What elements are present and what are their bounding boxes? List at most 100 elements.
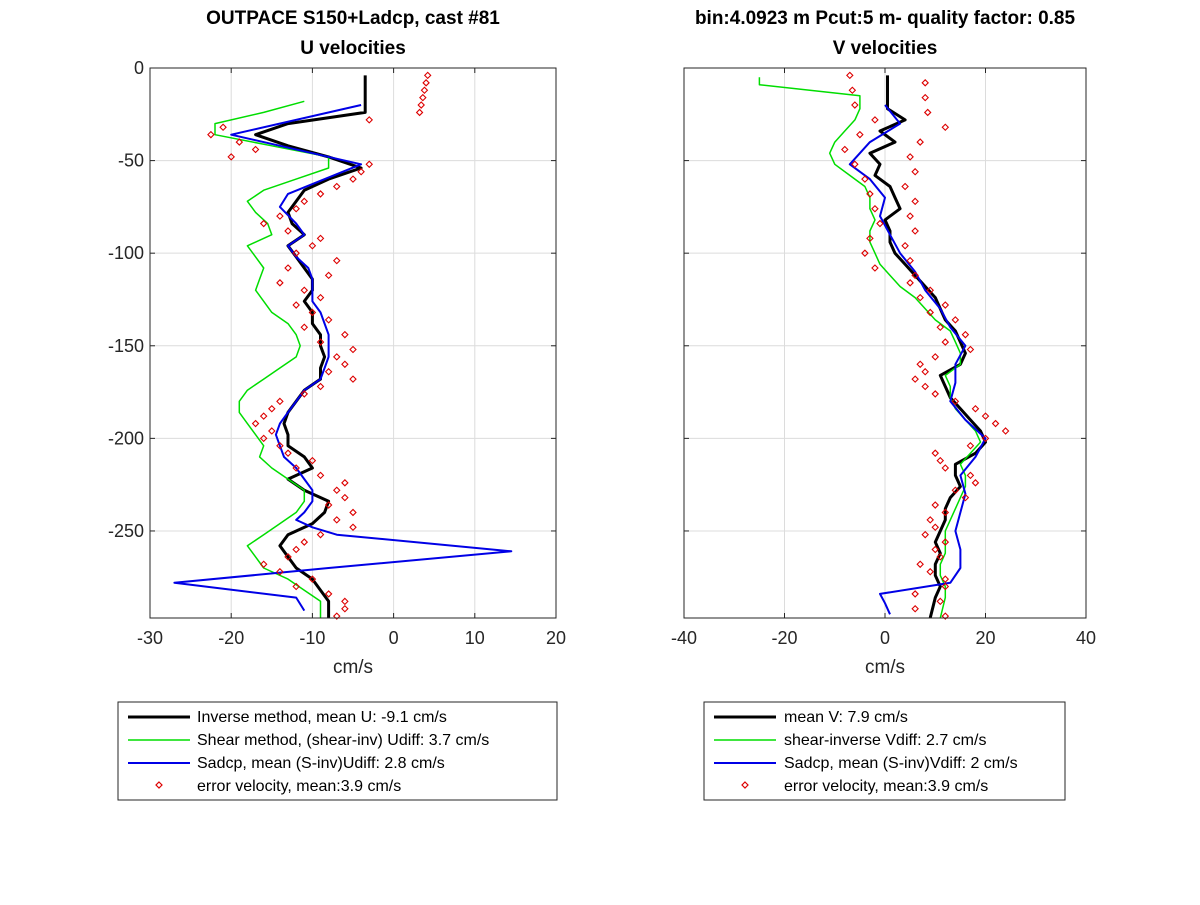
u-error-marker xyxy=(292,464,300,472)
u-error-marker xyxy=(316,190,325,198)
v-error-marker xyxy=(941,612,950,620)
u-error-marker xyxy=(268,427,276,435)
u-error-marker xyxy=(284,553,292,561)
u-error-marker xyxy=(259,412,268,420)
v-error-marker xyxy=(921,382,929,391)
u-legend-label-shear: Shear method, (shear-inv) Udiff: 3.7 cm/… xyxy=(197,732,489,749)
v-error-marker xyxy=(911,604,919,613)
u-sadcp-line xyxy=(173,104,513,612)
v-error-marker xyxy=(936,553,945,561)
u-error-marker xyxy=(227,153,235,161)
v-error-marker xyxy=(941,338,950,346)
v-error-marker xyxy=(926,516,935,524)
v-error-marker xyxy=(871,204,879,213)
u-error-marker xyxy=(259,434,268,443)
u-error-marker xyxy=(316,234,325,243)
u-error-marker xyxy=(357,167,365,176)
u-error-marker xyxy=(276,212,284,220)
v-error-marker xyxy=(906,212,914,220)
u-error-marker xyxy=(284,264,292,272)
u-error-marker xyxy=(423,71,432,80)
u-xtick-label: -20 xyxy=(218,628,244,648)
v-velocity-panel: -40 -20 0 20 40 bin:4.0923 m Pcut:5 m- quali… xyxy=(671,8,1096,678)
v-xlabel: cm/s xyxy=(865,657,905,678)
v-ticks: -40 -20 0 20 40 xyxy=(671,67,1096,648)
u-error-marker xyxy=(276,397,284,406)
u-error-marker xyxy=(332,516,341,524)
v-error-marker xyxy=(966,471,975,480)
u-error-marker xyxy=(259,560,268,569)
v-error-marker xyxy=(936,456,945,465)
v-error-marker xyxy=(911,227,919,235)
u-error-marker xyxy=(276,442,284,450)
v-error-marker xyxy=(941,508,950,517)
u-title-line2: U velocities xyxy=(300,38,406,59)
u-error-marker xyxy=(284,227,292,235)
u-error-marker xyxy=(332,182,341,191)
u-error-marker xyxy=(365,116,374,124)
u-shear-line xyxy=(214,100,330,618)
u-error-marker xyxy=(251,419,260,428)
u-error-marker xyxy=(300,390,309,398)
v-grid xyxy=(684,68,1086,618)
u-error-marker xyxy=(332,612,341,620)
v-error-marker xyxy=(871,264,879,272)
u-ytick-label: -250 xyxy=(108,521,144,541)
v-error-marker xyxy=(991,419,1000,428)
u-error-marker xyxy=(349,508,357,517)
v-error-marker xyxy=(906,279,914,287)
u-error-marker xyxy=(300,286,309,294)
v-error-marker xyxy=(901,182,909,191)
u-xtick-label: 0 xyxy=(389,628,399,648)
u-inverse-line xyxy=(254,75,367,618)
v-error-marker xyxy=(941,582,950,591)
v-error-marker xyxy=(921,93,929,102)
v-xtick-label: 40 xyxy=(1076,628,1096,648)
u-error-marker xyxy=(415,108,424,117)
v-error-marker xyxy=(921,367,929,376)
v-error-marker xyxy=(966,345,975,354)
v-error-marker xyxy=(936,323,945,332)
u-xtick-label: 10 xyxy=(465,628,485,648)
v-error-marker xyxy=(851,160,859,169)
v-error-marker xyxy=(906,153,914,161)
u-error-marker xyxy=(308,242,317,250)
v-series-group xyxy=(758,71,1010,620)
u-plot-area xyxy=(150,68,556,618)
u-error-marker xyxy=(332,353,341,361)
v-error-marker xyxy=(866,234,874,243)
u-xtick-label: -10 xyxy=(299,628,325,648)
u-error-marker xyxy=(276,279,284,287)
v-error-marker xyxy=(931,501,940,509)
u-error-marker xyxy=(349,523,357,532)
v-error-marker xyxy=(901,242,909,250)
v-error-marker xyxy=(941,538,950,546)
v-error-marker xyxy=(916,560,924,569)
u-error-marker xyxy=(324,501,333,509)
v-title-line1: bin:4.0923 m Pcut:5 m- quality factor: 0… xyxy=(695,8,1076,29)
v-xtick-label: -40 xyxy=(671,628,697,648)
v-legend-swatch-error xyxy=(741,781,749,789)
u-velocity-panel: -30 -20 -10 0 10 200-50-100-150-200-250 OUTPA… xyxy=(108,8,566,678)
u-error-marker xyxy=(341,493,349,502)
u-ticks: -30 -20 -10 0 10 200-50-100-150-200-250 xyxy=(108,58,566,648)
v-error-marker xyxy=(931,449,940,457)
v-error-marker xyxy=(971,404,980,413)
v-sadcp-line xyxy=(848,104,987,615)
u-error-marker xyxy=(420,86,429,95)
u-error-marker xyxy=(349,175,357,183)
v-xtick-label: 20 xyxy=(975,628,995,648)
v-error-marker xyxy=(911,375,919,383)
u-error-marker xyxy=(308,308,317,317)
u-error-marker xyxy=(251,145,260,154)
u-error-marker xyxy=(316,382,325,391)
v-error-marker xyxy=(951,397,960,406)
u-error-marker xyxy=(316,530,325,539)
v-error-marker xyxy=(926,286,935,294)
v-error-marker xyxy=(861,249,869,257)
v-error-marker xyxy=(936,597,945,606)
u-error-marker xyxy=(235,138,244,146)
u-error-marker xyxy=(292,301,300,309)
